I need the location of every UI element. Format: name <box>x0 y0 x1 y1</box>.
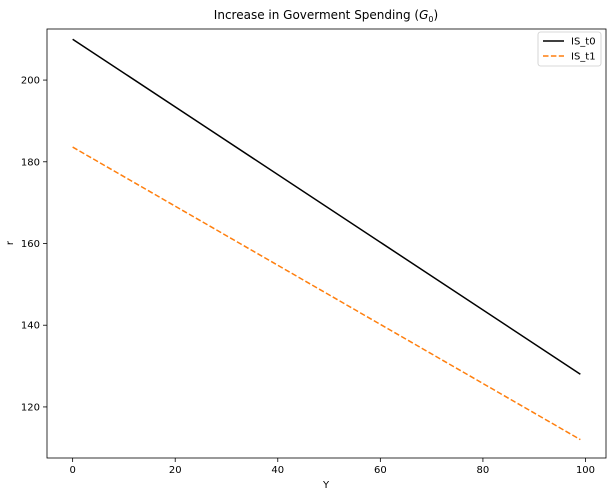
chart-title: Increase in Goverment Spending (G0) <box>214 8 438 24</box>
legend-label: IS_t1 <box>571 52 596 63</box>
x-axis-label: Y <box>322 480 330 491</box>
x-tick-label: 100 <box>576 465 595 476</box>
x-tick-label: 40 <box>271 465 284 476</box>
series-line-is-t0 <box>72 38 581 375</box>
y-tick-label: 140 <box>21 321 40 332</box>
x-tick-label: 20 <box>169 465 182 476</box>
y-tick-label: 120 <box>21 402 40 413</box>
x-tick-label: 0 <box>69 465 75 476</box>
y-tick-label: 180 <box>21 157 40 168</box>
y-axis-ticks: 120 140 160 180 200 <box>21 76 47 413</box>
legend-label: IS_t0 <box>571 37 596 48</box>
x-tick-label: 60 <box>374 465 387 476</box>
y-axis-label: r <box>5 240 16 245</box>
x-tick-label: 80 <box>477 465 490 476</box>
series-layer <box>72 38 581 441</box>
x-axis-ticks: 0 20 40 60 80 100 <box>69 458 595 476</box>
y-tick-label: 200 <box>21 76 40 87</box>
series-line-is-t1 <box>72 146 581 441</box>
plot-frame <box>46 28 607 459</box>
legend: IS_t0 IS_t1 <box>537 31 602 67</box>
y-tick-label: 160 <box>21 239 40 250</box>
